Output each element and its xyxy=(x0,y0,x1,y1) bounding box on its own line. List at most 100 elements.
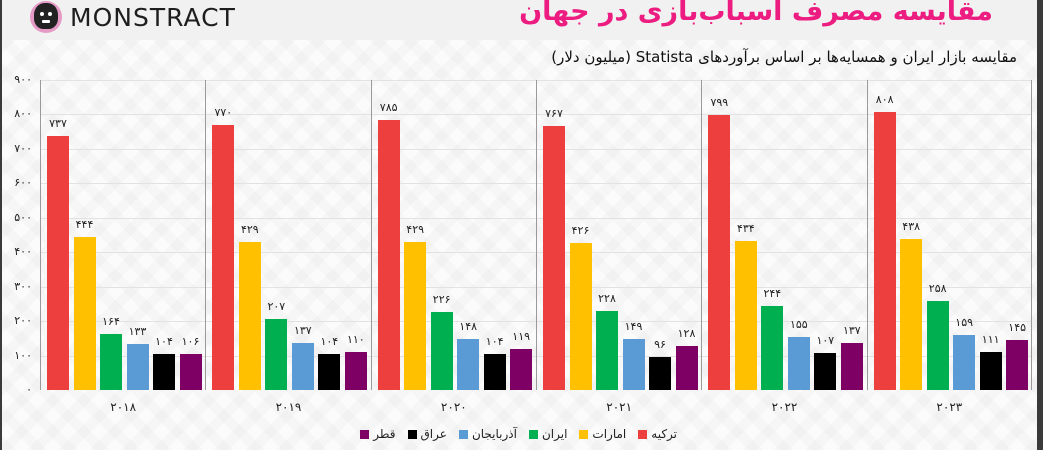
bar-2022-5: ۱۳۷ xyxy=(840,324,863,390)
bar-value-label: ۱۵۵ xyxy=(789,317,808,331)
y-tick-label: ۹۰۰ xyxy=(14,73,32,86)
category-group-2023: ۸۰۸ ۴۳۸ ۲۵۸ ۱۵۹ ۱۱۱ ۱۴۵ ۲۰۲۳ xyxy=(866,80,1032,414)
category-group-2019: ۷۷۰ ۴۲۹ ۲۰۷ ۱۳۷ ۱۰۴ ۱۱۰ ۲۰۱۹ xyxy=(205,80,370,414)
chart-title: مقایسه مصرف اسباب‌بازی در جهان xyxy=(519,0,993,27)
bar-value-label: ۱۰۴ xyxy=(320,335,339,349)
bar-value-label: ۱۴۵ xyxy=(1008,321,1027,335)
bar-2018-1: ۴۴۴ xyxy=(73,218,96,390)
x-tick-label: ۲۰۲۰ xyxy=(440,400,467,414)
bar-value-label: ۱۴۹ xyxy=(624,319,643,333)
y-tick-label: ۷۰۰ xyxy=(14,141,32,155)
legend-label: ترکیه xyxy=(651,427,677,441)
x-tick-label: ۲۰۲۲ xyxy=(771,400,798,414)
legend-label: آذربایجان xyxy=(471,427,517,441)
legend-item: قطر xyxy=(360,427,396,441)
legend-label: ایران xyxy=(541,427,568,441)
category-group-2020: ۷۸۵ ۴۲۹ ۲۲۶ ۱۴۸ ۱۰۴ ۱۱۹ ۲۰۲۰ xyxy=(370,80,536,414)
category-group-2022: ۷۹۹ ۴۳۴ ۲۴۴ ۱۵۵ ۱۰۷ ۱۳۷ ۲۰۲۲ xyxy=(701,80,866,414)
bar-value-label: ۲۰۷ xyxy=(267,299,286,313)
bar-value-label: ۷۹۹ xyxy=(710,95,729,109)
legend-swatch-icon xyxy=(638,429,648,439)
bar-2019-0: ۷۷۰ xyxy=(212,106,235,390)
bar-value-label: ۲۲۸ xyxy=(598,292,616,306)
y-tick-label: ۳۰۰ xyxy=(14,279,32,293)
bar-value-label: ۴۳۴ xyxy=(736,221,755,235)
bar-2023-2: ۲۵۸ xyxy=(926,282,949,390)
bar-2018-3: ۱۳۳ xyxy=(126,325,149,390)
bar-value-label: ۱۴۸ xyxy=(459,320,478,334)
bar-2021-5: ۱۲۸ xyxy=(675,327,698,390)
x-tick-label: ۲۰۲۳ xyxy=(936,400,963,414)
bar-value-label: ۲۲۶ xyxy=(432,293,451,307)
bar-value-label: ۹۶ xyxy=(654,337,666,351)
bar-value-label: ۱۱۱ xyxy=(981,332,1000,346)
bar-value-label: ۱۳۷ xyxy=(842,323,861,337)
bar-value-label: ۱۵۹ xyxy=(955,316,974,330)
bar-2022-4: ۱۰۷ xyxy=(814,334,837,390)
bar-value-label: ۱۱۹ xyxy=(512,330,531,344)
legend-label: عراق xyxy=(420,427,447,441)
y-tick-label: ۵۰۰ xyxy=(14,210,32,224)
bar-2020-0: ۷۸۵ xyxy=(377,101,400,390)
bar-value-label: ۴۲۶ xyxy=(571,224,590,238)
category-group-2021: ۷۶۷ ۴۲۶ ۲۲۸ ۱۴۹ ۹۶ ۱۲۸ ۲۰۲۱ xyxy=(536,80,701,414)
bar-2020-5: ۱۱۹ xyxy=(510,330,533,390)
legend-item: آذربایجان xyxy=(458,427,517,441)
bar-value-label: ۸۰۸ xyxy=(875,92,894,106)
logo: MONSTRACT xyxy=(30,0,236,34)
bar-2020-1: ۴۲۹ xyxy=(404,223,427,390)
header-band xyxy=(2,0,1037,40)
logo-text: MONSTRACT xyxy=(70,2,236,32)
legend-label: قطر xyxy=(373,427,396,441)
legend-item: ایران xyxy=(528,427,568,441)
bar-2023-0: ۸۰۸ xyxy=(873,93,896,390)
bar-2020-3: ۱۴۸ xyxy=(457,320,480,390)
legend: ترکیه امارات ایران آذربایجان عراق قطر xyxy=(360,427,677,441)
x-tick-label: ۲۰۱۸ xyxy=(110,400,137,414)
bar-2023-1: ۴۳۸ xyxy=(900,220,923,390)
category-group-2018: ۷۳۷ ۴۴۴ ۱۶۴ ۱۳۳ ۱۰۴ ۱۰۶ ۲۰۱۸ xyxy=(40,80,205,414)
bar-2019-3: ۱۳۷ xyxy=(291,324,314,390)
bar-value-label: ۱۱۰ xyxy=(346,333,365,347)
x-tick-label: ۲۰۱۹ xyxy=(275,400,302,414)
legend-swatch-icon xyxy=(458,429,468,439)
bar-value-label: ۷۶۷ xyxy=(545,106,563,120)
bar-2018-2: ۱۶۴ xyxy=(100,315,122,390)
bar-value-label: ۱۰۴ xyxy=(155,335,173,349)
chart-subtitle: مقایسه بازار ایران و همسایه‌ها بر اساس ب… xyxy=(551,48,1017,66)
bar-value-label: ۲۵۸ xyxy=(928,282,947,296)
bar-value-label: ۱۰۷ xyxy=(816,334,835,348)
bar-value-label: ۴۲۹ xyxy=(406,223,425,237)
bar-2018-0: ۷۳۷ xyxy=(47,117,69,390)
bar-value-label: ۱۳۳ xyxy=(128,325,147,339)
bar-value-label: ۱۲۸ xyxy=(677,326,696,340)
bar-value-label: ۱۶۴ xyxy=(102,314,120,328)
y-tick-label: ۸۰۰ xyxy=(14,107,32,121)
bar-2022-1: ۴۳۴ xyxy=(734,222,757,390)
bar-2019-1: ۴۲۹ xyxy=(238,223,261,390)
bar-value-label: ۷۷۰ xyxy=(214,105,233,119)
legend-item: امارات xyxy=(579,427,626,441)
x-tick-label: ۲۰۲۱ xyxy=(606,400,633,414)
bar-2023-5: ۱۴۵ xyxy=(1006,321,1029,390)
legend-item: عراق xyxy=(407,427,447,441)
bar-2020-2: ۲۲۶ xyxy=(430,293,453,390)
bar-2021-3: ۱۴۹ xyxy=(622,320,645,390)
legend-label: امارات xyxy=(592,427,627,441)
bar-2022-2: ۲۴۴ xyxy=(761,287,784,390)
monster-logo-icon xyxy=(30,1,62,33)
bar-2020-4: ۱۰۴ xyxy=(483,335,506,390)
legend-swatch-icon xyxy=(528,429,538,439)
bar-value-label: ۲۴۴ xyxy=(763,286,782,300)
legend-swatch-icon xyxy=(407,429,417,439)
bar-2023-4: ۱۱۱ xyxy=(979,333,1002,390)
bar-value-label: ۴۲۹ xyxy=(240,223,259,237)
bar-2018-5: ۱۰۶ xyxy=(179,335,202,390)
bar-2021-4: ۹۶ xyxy=(649,338,671,390)
bar-value-label: ۴۴۴ xyxy=(75,218,94,232)
y-tick-label: ۰ xyxy=(26,383,32,396)
legend-swatch-icon xyxy=(579,429,589,439)
legend-swatch-icon xyxy=(360,429,370,439)
plot-area: ۰ ۱۰۰ ۲۰۰ ۳۰۰ ۴۰۰ ۵۰۰ ۶۰۰ ۷۰۰ ۸۰۰ ۹۰۰ ۷۳۷ ۴۴۴ ۱۶۴ ۱۳۳… xyxy=(14,73,1032,414)
